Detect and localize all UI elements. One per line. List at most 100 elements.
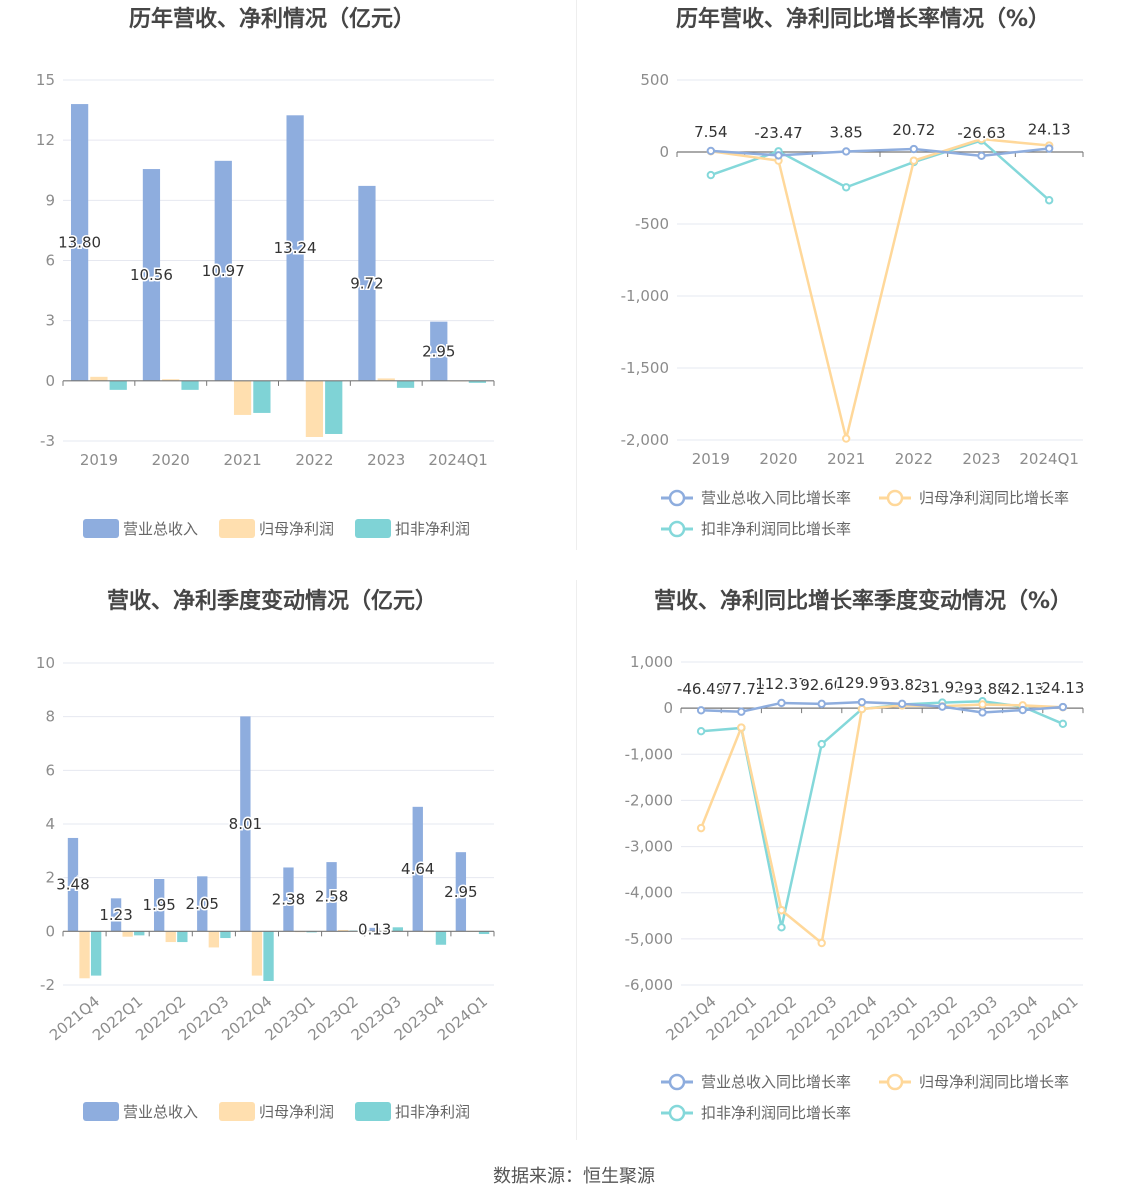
legend-label: 营业总收入同比增长率 [701,1073,851,1091]
bar [468,380,487,383]
point-data-label: 129.97 [836,674,889,692]
bar-data-label: 9.72 [350,274,383,292]
bar [305,380,324,437]
legend-label: 归母净利润同比增长率 [919,1073,1069,1091]
bar [396,380,415,388]
y-tick-label: 0 [45,372,55,390]
y-tick-label: -1,500 [621,359,669,377]
series-point [841,183,851,192]
y-tick-label: 0 [663,699,673,717]
point-data-label: -26.63 [957,124,1005,142]
bar [122,931,133,937]
legend-label: 扣非净利润同比增长率 [701,520,851,538]
series-point [857,704,867,714]
series-point [817,699,826,709]
x-tick-label: 2024Q1 [1019,450,1079,468]
y-tick-label: -1,000 [625,745,673,763]
bar-data-label: 1.95 [142,896,175,914]
point-data-label: 24.13 [1028,121,1071,139]
y-tick-label: 9 [45,191,55,209]
series-point [777,906,786,915]
series-point [938,702,947,711]
point-data-label: 92.60 [800,676,843,694]
series-point [696,706,706,715]
y-tick-label: 8 [45,708,55,726]
bar-data-label: 13.80 [58,233,101,251]
bar [392,927,404,932]
bar [110,898,122,932]
series-line [701,700,1063,714]
point-data-label: 3.85 [829,123,862,141]
point-data-label: 24.13 [1041,679,1084,697]
bar [369,927,380,932]
series-point [1018,705,1027,715]
series-point [978,700,987,709]
series-point [857,697,867,707]
panel-divider [576,580,577,1140]
legend-swatch [355,1102,391,1121]
x-tick-label: 2021 [223,451,261,469]
series-point [977,134,986,144]
bar [377,378,395,381]
bar [90,931,102,976]
bar [142,169,161,381]
bar-data-label: 10.56 [130,266,173,284]
y-tick-label: 10 [36,654,55,672]
bar-data-label: 2.58 [315,888,348,906]
point-data-label: -93.88 [958,680,1006,698]
bar [283,867,294,932]
y-tick-label: -3 [40,432,55,450]
bar-data-label: 10.97 [202,262,245,280]
legend-label: 扣非净利润 [395,1103,470,1121]
bar-data-label: 2.38 [272,890,305,908]
x-tick-label: 2021 [827,450,865,468]
bar [286,115,304,381]
series-point [706,170,716,180]
bar-data-label: 3.48 [56,876,89,894]
bar [337,929,349,932]
x-tick-label: 2022 [295,451,333,469]
bar [358,185,376,381]
legend-label: 营业总收入 [123,520,198,538]
legend-marker [886,489,904,507]
chart-svg: 历年营收、净利同比增长率情况（%） -2,000 -1,500 -1,000 -500 0… [621,6,1084,538]
series-point [817,739,826,749]
bar [165,931,176,943]
bar [233,380,252,415]
point-data-label: -23.47 [754,124,802,142]
bar [177,931,188,943]
y-tick-label: 0 [659,143,669,161]
series-point [696,727,706,736]
bar [220,931,231,939]
quarterly-growth-rate-chart: 营收、净利同比增长率季度变动情况（%） -6,000 -5,000 -4,000 -3,… [577,580,1148,1150]
point-data-label: 93.82 [881,676,924,694]
bar [134,931,145,936]
x-tick-label: 2023 [962,450,1000,468]
bar [67,837,79,932]
y-tick-label: -500 [635,215,669,233]
y-tick-label: 12 [36,131,55,149]
legend-swatch [83,519,119,538]
legend-label: 归母净利润 [259,520,334,538]
bar [153,879,165,932]
bar [412,806,423,932]
legend-marker [668,489,686,507]
series-point [817,938,826,948]
bar-data-label: 2.95 [422,342,455,360]
legend-swatch [219,519,255,538]
bar-data-label: 1.23 [99,906,132,924]
y-tick-label: 0 [45,922,55,940]
legend-label: 营业总收入 [123,1103,198,1121]
series-point [1058,702,1068,712]
series-line [710,137,1050,439]
y-tick-label: -1,000 [621,287,669,305]
series-point [1044,144,1054,153]
series-point [1044,196,1054,205]
bar [79,931,90,979]
panel-divider [576,0,577,550]
series-point [696,823,706,833]
bar [253,380,271,413]
legend-marker [668,520,686,538]
bar-data-label: 8.01 [229,815,262,833]
legend-swatch [83,1102,119,1121]
